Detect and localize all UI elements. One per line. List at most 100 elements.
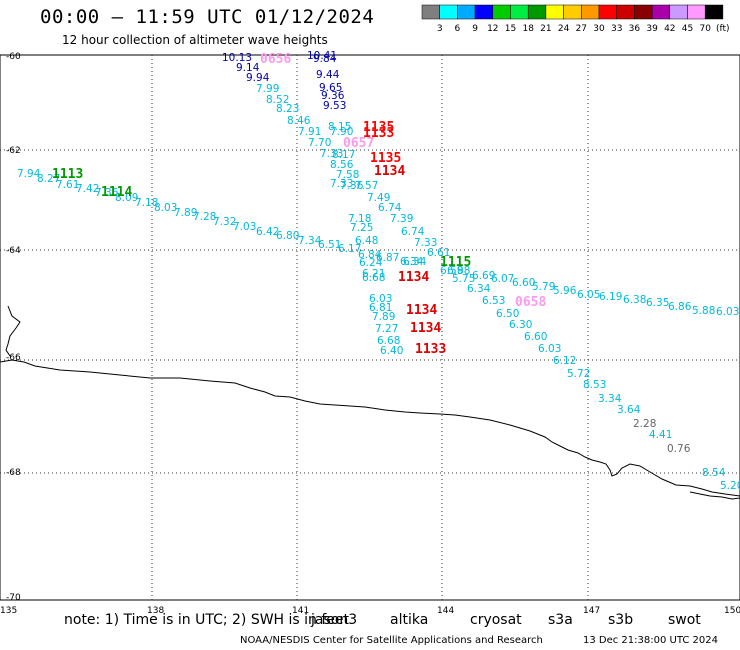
wave-height-label: 9.65	[319, 82, 342, 94]
legend-label: 39	[646, 24, 658, 34]
lon-label: 150	[724, 606, 740, 616]
pass-time-label: 0656	[260, 52, 291, 67]
legend-label: 12	[487, 24, 498, 34]
wave-height-label: 6.12	[553, 355, 576, 367]
wave-height-label: 6.74	[378, 202, 402, 214]
wave-height-label: 5.79	[532, 281, 555, 293]
wave-height-label: 3.34	[598, 393, 622, 405]
lon-label: 138	[147, 606, 164, 616]
wave-height-label: 6.88	[447, 265, 470, 277]
wave-height-label: 8.27	[37, 173, 60, 185]
legend-label: 6	[455, 24, 461, 34]
wave-height-label: 6.03	[369, 293, 392, 305]
wave-height-label: 7.03	[233, 221, 256, 233]
wave-height-label: 7.33	[414, 237, 437, 249]
wave-height-label: 6.61	[427, 247, 450, 259]
wave-height-label: 6.48	[355, 235, 378, 247]
wave-height-label: 5.72	[567, 368, 590, 380]
legend-swatch	[581, 4, 600, 20]
legend-label: 45	[682, 24, 693, 34]
pass-time-label: 1134	[406, 303, 437, 318]
pass-time-label: 1114	[101, 185, 132, 200]
wave-height-label: 9.94	[246, 72, 270, 84]
wave-height-label: 9.36	[321, 90, 345, 102]
wave-height-label: 7.57	[355, 180, 378, 192]
pass-time-label: 0658	[515, 295, 546, 310]
wave-height-label: 7.42	[76, 183, 99, 195]
wave-height-label: 6.40	[380, 345, 403, 357]
legend-swatch	[457, 4, 476, 20]
wave-height-label: 6.87	[376, 252, 399, 264]
lon-label: 144	[437, 606, 454, 616]
legend-swatch	[510, 4, 529, 20]
legend-unit: (ft)	[716, 24, 730, 34]
pass-time-label: 1133	[363, 126, 394, 141]
sat-label-swot: swot	[668, 612, 701, 628]
coastline	[0, 359, 740, 497]
lon-label: 135	[0, 606, 17, 616]
legend-label: 21	[540, 24, 551, 34]
wave-height-label: 7.34	[298, 235, 322, 247]
page-title: 00:00 – 11:59 UTC 01/12/2024	[40, 6, 375, 28]
pass-time-label: 1113	[52, 167, 83, 182]
wave-height-label: 6.81	[369, 302, 392, 314]
wave-height-label: 6.53	[482, 295, 505, 307]
wave-height-label: 0.76	[667, 443, 691, 455]
sat-label-s3b: s3b	[608, 612, 634, 628]
legend-label: 3	[437, 24, 443, 34]
lat-label: -62	[6, 146, 21, 156]
legend-swatch	[598, 4, 617, 20]
pass-time-label: 0657	[343, 136, 374, 151]
wave-height-label: 10.13	[222, 52, 252, 64]
wave-height-label: 8.53	[583, 379, 606, 391]
wave-height-label: 7.49	[367, 192, 390, 204]
wave-height-label: 6.34	[400, 256, 424, 268]
wave-height-label: 6.59	[440, 265, 463, 277]
pass-time-labels: 0656113511330657113511341113111411151134…	[52, 52, 546, 357]
wave-height-label: 6.74	[401, 226, 425, 238]
axis-labels: -60 -62 -64 -66 -68 -70 135 138 141 144 147 150	[0, 52, 740, 616]
wave-height-label: 6.17	[338, 243, 361, 255]
wave-height-label: 6.80	[276, 230, 299, 242]
wave-height-label: 7.36	[95, 187, 119, 199]
map-frame	[0, 54, 740, 601]
legend-swatch	[704, 4, 724, 20]
wave-height-label: 3.64	[617, 404, 641, 416]
wave-height-label: 6.68	[362, 272, 385, 284]
wave-height-label: 7.25	[350, 222, 373, 234]
footer-timestamp: 13 Dec 21:38:00 UTC 2024	[583, 635, 718, 646]
legend-swatch	[563, 4, 582, 20]
wave-height-label: 8.52	[266, 94, 289, 106]
lon-label: 147	[583, 606, 600, 616]
wave-height-label: 7.99	[256, 83, 279, 95]
wave-height-label: 6.30	[509, 319, 532, 331]
wave-height-label: 9.14	[236, 62, 260, 74]
legend-swatch	[421, 4, 440, 20]
wave-height-label: 6.50	[496, 308, 519, 320]
sat-label-cryosat: cryosat	[470, 612, 522, 628]
wave-height-readings: 10.139.149.94 10.419.84 9.449.659.369.53 7.…	[17, 50, 740, 492]
color-legend: 3 6 9 12 15 18 21 24 27 30 33 36 39 42 45 70 (ft)	[421, 4, 730, 34]
wave-height-label: 8.09	[115, 192, 138, 204]
legend-swatch	[492, 4, 511, 20]
coastline-east	[689, 491, 740, 500]
wave-height-label: 7.32	[213, 216, 236, 228]
wave-height-label: 7.58	[336, 169, 359, 181]
wave-height-label: 6.69	[472, 270, 495, 282]
pass-time-label: 1134	[410, 321, 441, 336]
wave-height-label: 8.23	[276, 103, 299, 115]
wave-height-label: 9.84	[313, 53, 337, 65]
wave-height-label: 6.86	[668, 301, 692, 313]
wave-height-label: 6.68	[377, 335, 400, 347]
lon-label: 141	[292, 606, 309, 616]
wave-height-label: 7.91	[298, 126, 321, 138]
lat-label: -60	[6, 52, 21, 62]
legend-label: 33	[611, 24, 622, 34]
legend-label: 42	[664, 24, 675, 34]
graticule	[0, 55, 740, 600]
wave-height-label: 9.53	[323, 100, 346, 112]
legend-swatch	[439, 4, 458, 20]
lat-label: -66	[6, 353, 21, 363]
footer-note: note: 1) Time is in UTC; 2) SWH is in fe…	[64, 612, 350, 628]
